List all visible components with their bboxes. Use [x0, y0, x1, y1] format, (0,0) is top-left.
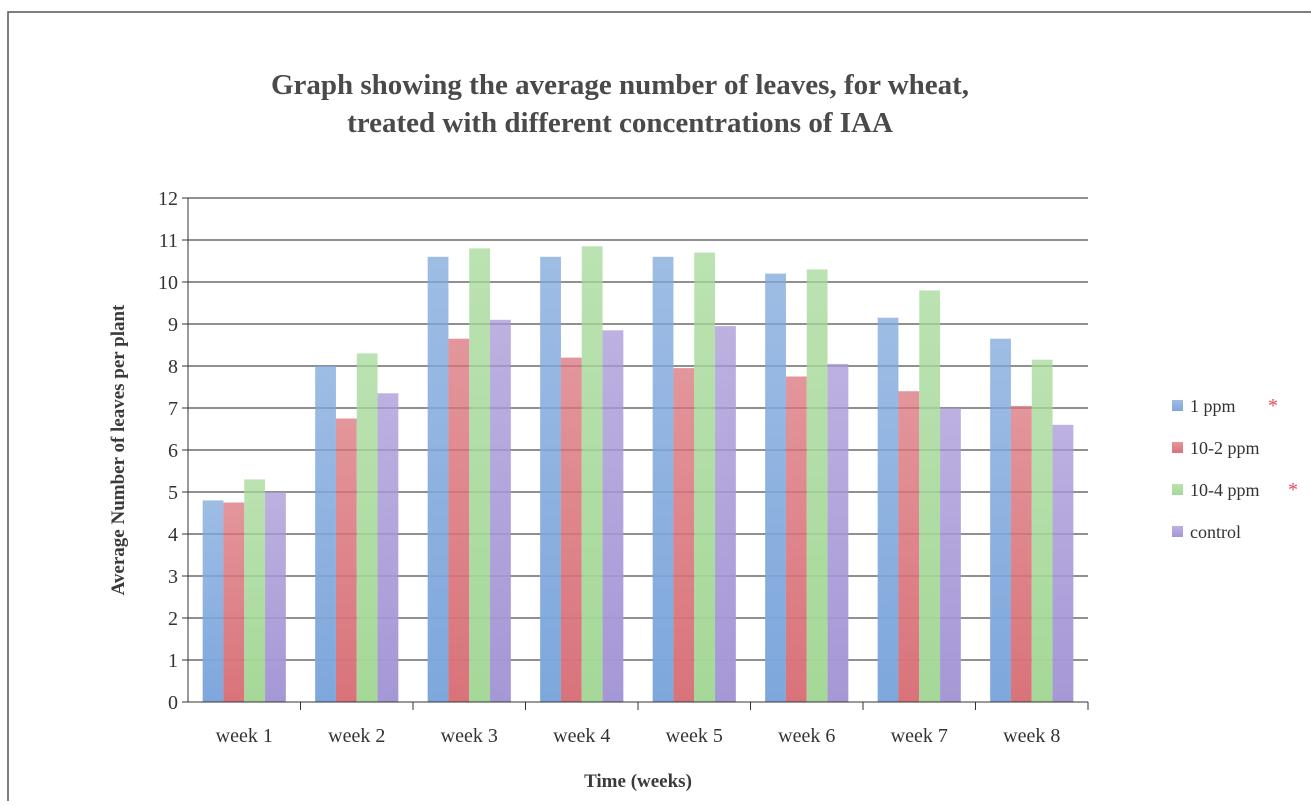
y-tick-label: 7 — [168, 398, 178, 420]
chart-title: Graph showing the average number of leav… — [271, 69, 969, 101]
bar — [202, 500, 224, 702]
y-tick-label: 3 — [168, 566, 178, 588]
bar — [1031, 359, 1053, 702]
legend-label: 10-4 ppm — [1190, 480, 1260, 500]
bar — [602, 330, 624, 702]
x-tick-label: week 3 — [441, 725, 498, 747]
x-tick-label: week 5 — [666, 725, 723, 747]
y-tick-label: 5 — [168, 482, 178, 504]
bar — [785, 376, 807, 702]
x-tick-label: week 2 — [328, 725, 385, 747]
y-tick-label: 6 — [168, 440, 178, 462]
bar — [898, 391, 920, 702]
y-tick-label: 2 — [168, 608, 178, 630]
y-axis-label: Average Number of leaves per plant — [108, 304, 129, 595]
bar — [469, 248, 491, 702]
bar — [1052, 424, 1074, 702]
bar — [652, 256, 674, 702]
y-tick-label: 9 — [168, 314, 178, 336]
y-tick-label: 1 — [168, 650, 178, 672]
legend-label: 10-2 ppm — [1190, 438, 1260, 458]
bar — [1010, 405, 1032, 702]
bar — [356, 353, 378, 702]
bar — [265, 492, 286, 702]
bar — [448, 338, 470, 702]
bar — [715, 326, 736, 702]
legend-swatch — [1172, 526, 1183, 537]
bar — [377, 393, 399, 702]
legend-label: control — [1190, 522, 1241, 542]
legend-swatch — [1172, 400, 1183, 411]
bar — [673, 368, 695, 702]
y-tick-label: 4 — [168, 524, 178, 546]
bar — [581, 246, 603, 703]
y-tick-label: 11 — [159, 230, 178, 252]
bar — [827, 363, 849, 702]
bar — [244, 479, 266, 702]
legend-swatch — [1172, 484, 1183, 495]
x-tick-label: week 1 — [216, 725, 273, 747]
bar — [540, 256, 561, 702]
y-tick-label: 8 — [168, 356, 178, 378]
bar — [335, 418, 357, 702]
bar — [490, 319, 511, 702]
chart-subtitle: treated with different concentrations of… — [347, 107, 893, 139]
x-tick-label: week 7 — [891, 725, 948, 747]
x-tick-label: week 8 — [1003, 725, 1060, 747]
asterisk: * — [1288, 479, 1298, 501]
bar — [560, 357, 582, 702]
y-tick-label: 10 — [158, 272, 178, 294]
y-tick-label: 0 — [168, 692, 178, 714]
bar — [765, 273, 786, 702]
bar — [694, 252, 716, 702]
legend-label: 1 ppm — [1190, 396, 1236, 416]
asterisk: * — [1268, 395, 1278, 417]
y-tick-label: 12 — [158, 188, 178, 210]
frame — [7, 11, 1311, 806]
bar — [990, 338, 1011, 702]
x-tick-label: week 4 — [553, 725, 610, 747]
legend-swatch — [1172, 442, 1183, 453]
bar — [315, 366, 336, 702]
bar — [940, 408, 961, 702]
bar — [877, 317, 899, 702]
bar — [427, 256, 449, 702]
bar — [919, 290, 941, 702]
bar — [223, 502, 245, 702]
x-axis-label: Time (weeks) — [584, 771, 692, 792]
x-tick-label: week 6 — [778, 725, 835, 747]
bar — [806, 269, 828, 702]
